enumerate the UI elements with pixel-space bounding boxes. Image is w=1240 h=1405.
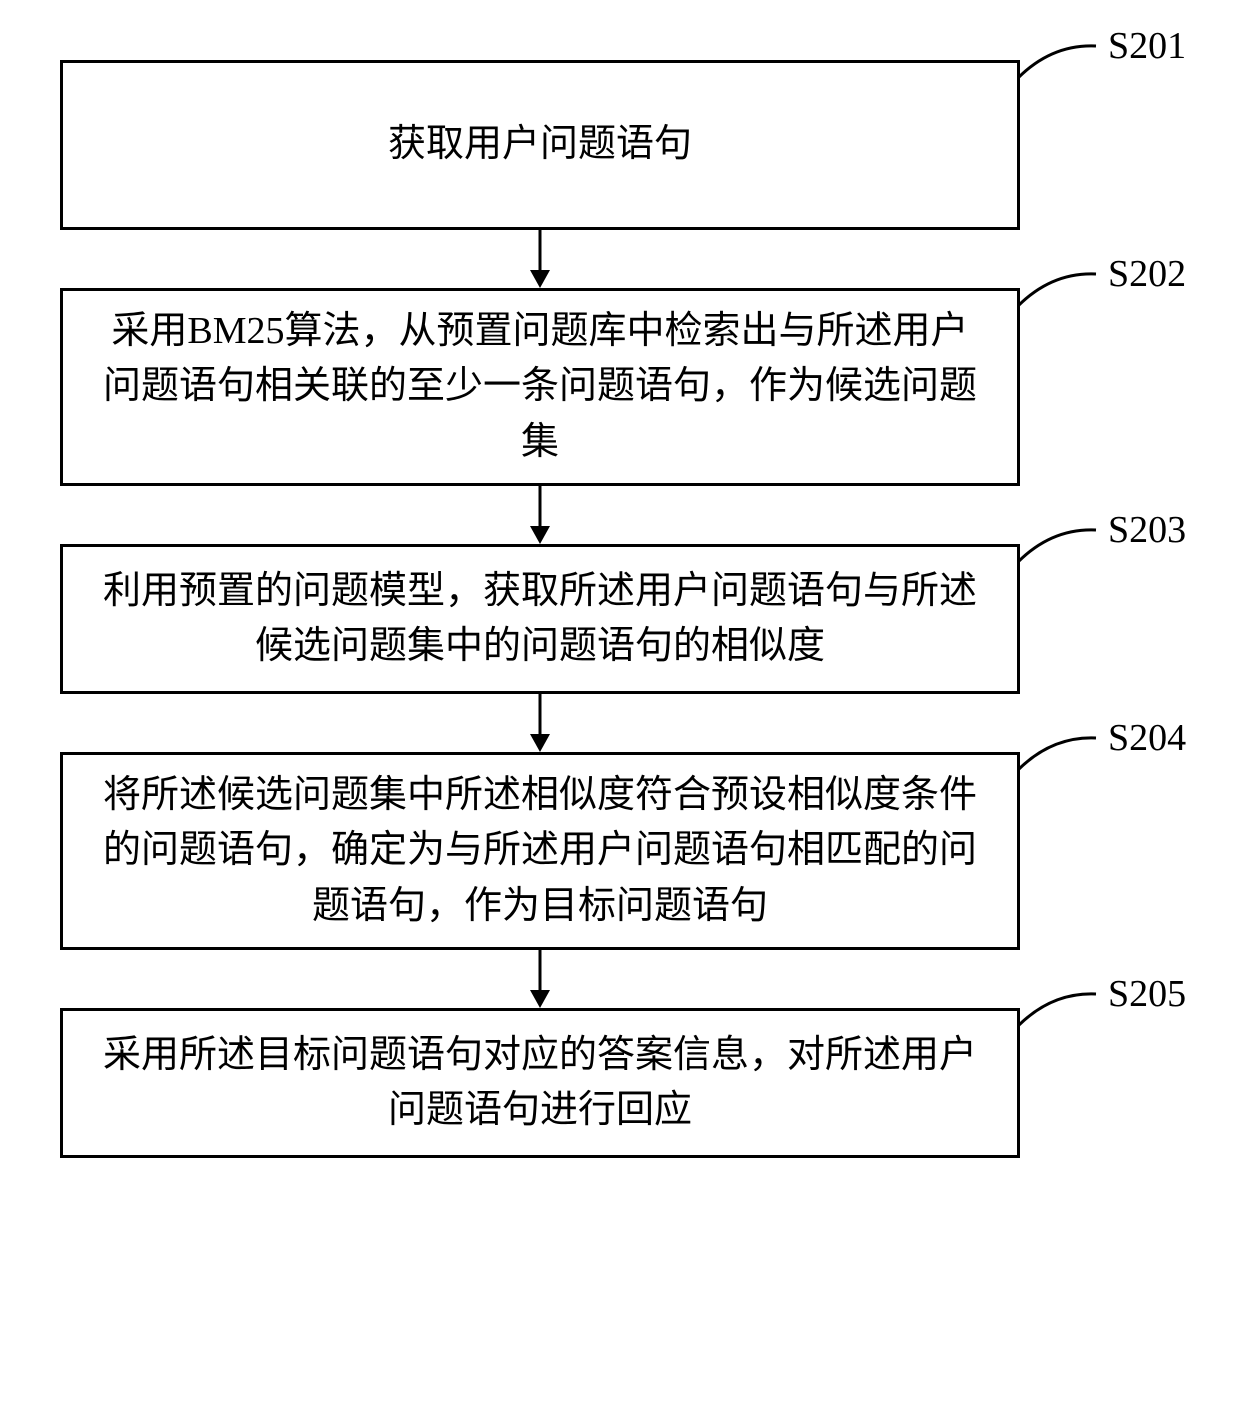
label-arc-s204: [1012, 734, 1102, 776]
arrow-down-icon: [520, 694, 560, 752]
step-label: S204: [1108, 716, 1186, 760]
label-arc-s205: [1012, 990, 1102, 1032]
step-s204: S204 将所述候选问题集中所述相似度符合预设相似度条件的问题语句，确定为与所述…: [60, 752, 1180, 950]
step-label: S201: [1108, 24, 1186, 68]
label-arc-s201: [1012, 42, 1102, 84]
step-s205: S205 采用所述目标问题语句对应的答案信息，对所述用户问题语句进行回应: [60, 1008, 1180, 1158]
label-arc-s203: [1012, 526, 1102, 568]
step-s202: S202 采用BM25算法，从预置问题库中检索出与所述用户问题语句相关联的至少一…: [60, 288, 1180, 486]
step-label: S202: [1108, 252, 1186, 296]
flow-box: 利用预置的问题模型，获取所述用户问题语句与所述候选问题集中的问题语句的相似度: [60, 544, 1020, 694]
arrow-down-icon: [520, 950, 560, 1008]
connector: [60, 950, 1020, 1008]
connector: [60, 230, 1020, 288]
flow-box-text: 采用BM25算法，从预置问题库中检索出与所述用户问题语句相关联的至少一条问题语句…: [93, 304, 987, 469]
flow-box-text: 采用所述目标问题语句对应的答案信息，对所述用户问题语句进行回应: [93, 1028, 987, 1138]
label-arc-s202: [1012, 270, 1102, 312]
flow-box: 采用所述目标问题语句对应的答案信息，对所述用户问题语句进行回应: [60, 1008, 1020, 1158]
flow-box: 将所述候选问题集中所述相似度符合预设相似度条件的问题语句，确定为与所述用户问题语…: [60, 752, 1020, 950]
flow-box-text: 将所述候选问题集中所述相似度符合预设相似度条件的问题语句，确定为与所述用户问题语…: [93, 768, 987, 933]
connector: [60, 694, 1020, 752]
connector: [60, 486, 1020, 544]
step-label: S205: [1108, 972, 1186, 1016]
step-s201: S201 获取用户问题语句: [60, 60, 1180, 230]
flow-box: 获取用户问题语句: [60, 60, 1020, 230]
arrow-down-icon: [520, 230, 560, 288]
step-s203: S203 利用预置的问题模型，获取所述用户问题语句与所述候选问题集中的问题语句的…: [60, 544, 1180, 694]
arrow-down-icon: [520, 486, 560, 544]
flow-box: 采用BM25算法，从预置问题库中检索出与所述用户问题语句相关联的至少一条问题语句…: [60, 288, 1020, 486]
flow-box-text: 获取用户问题语句: [388, 117, 692, 172]
step-label: S203: [1108, 508, 1186, 552]
flow-box-text: 利用预置的问题模型，获取所述用户问题语句与所述候选问题集中的问题语句的相似度: [93, 564, 987, 674]
flowchart-container: S201 获取用户问题语句 S202 采用BM25算法，从预置问题库中检索出与所…: [60, 60, 1180, 1158]
